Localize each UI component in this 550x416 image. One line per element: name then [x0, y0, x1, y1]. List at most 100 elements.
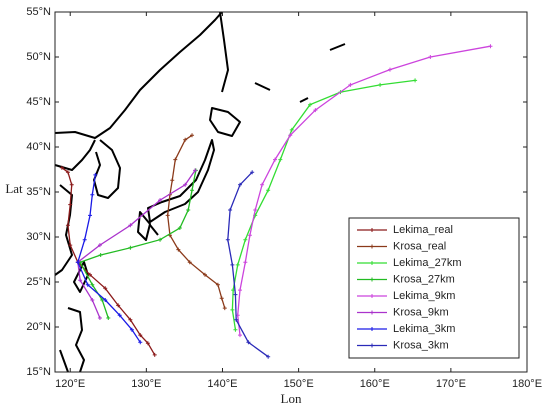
track-point: [152, 352, 157, 357]
track-point: [278, 157, 283, 162]
track-point: [193, 168, 198, 173]
legend-marker: [370, 277, 374, 282]
track-point: [165, 213, 170, 218]
track-point: [103, 286, 108, 291]
track: [75, 172, 143, 345]
coastline: [219, 11, 229, 93]
track-point: [170, 178, 175, 183]
y-tick-label: 15°N: [26, 366, 51, 378]
track-point: [348, 82, 353, 87]
track-point: [234, 317, 239, 322]
track-point: [116, 303, 121, 308]
track-point: [308, 102, 313, 107]
track-point: [106, 316, 111, 320]
legend-marker: [370, 327, 374, 331]
track-point: [128, 317, 133, 322]
track: [225, 170, 271, 359]
track-line: [77, 174, 141, 343]
track-point: [202, 272, 207, 277]
coastline: [149, 43, 346, 236]
track-point: [69, 182, 74, 187]
track-point: [85, 282, 90, 287]
legend-label: Krosa_3km: [393, 339, 449, 351]
x-tick-label: 140°E: [207, 378, 237, 390]
legend-marker: [370, 310, 374, 315]
track-point: [237, 182, 242, 187]
track-point: [488, 44, 493, 49]
legend-label: Lekima_3km: [393, 323, 455, 335]
y-tick-label: 35°N: [26, 186, 51, 198]
track-point: [387, 67, 392, 72]
track-point: [260, 182, 265, 187]
track-point: [68, 202, 73, 207]
track-point: [98, 253, 103, 257]
track-point: [289, 127, 294, 132]
legend-marker: [370, 343, 374, 348]
y-tick-label: 30°N: [26, 231, 51, 243]
track-point: [177, 226, 182, 230]
y-tick-label: 25°N: [26, 276, 51, 288]
track-point: [246, 340, 251, 345]
coastline: [147, 139, 215, 223]
track-point: [233, 327, 238, 332]
x-tick-label: 160°E: [360, 378, 390, 390]
track-point: [225, 237, 230, 242]
coastline: [137, 211, 151, 241]
track-point: [88, 272, 93, 277]
track-point: [313, 108, 318, 113]
track-point: [59, 165, 64, 170]
y-tick-label: 40°N: [26, 141, 51, 153]
track-point: [266, 188, 271, 193]
track-point: [215, 282, 220, 287]
legend-label: Lekima_real: [393, 224, 453, 236]
track-point: [176, 247, 181, 252]
legend-marker: [370, 244, 374, 249]
track: [78, 168, 198, 320]
track-point: [237, 288, 242, 293]
track-point: [93, 172, 98, 177]
coastline: [54, 11, 223, 139]
legend-box: [348, 217, 520, 359]
legend-label: Krosa_real: [393, 240, 446, 252]
track-point: [219, 296, 224, 301]
track-point: [82, 237, 87, 242]
track: [235, 44, 493, 338]
track-point: [138, 340, 143, 345]
track-point: [158, 198, 163, 203]
y-tick-label: 20°N: [26, 321, 51, 333]
legend-label: Lekima_9km: [393, 290, 455, 302]
track-point: [68, 243, 73, 248]
track-point: [90, 298, 95, 302]
track-point: [253, 208, 258, 212]
track-point: [138, 333, 143, 338]
legend-marker: [370, 228, 374, 232]
coastline: [54, 184, 73, 276]
track-point: [190, 188, 195, 193]
legend-label: Krosa_27km: [393, 273, 455, 285]
x-tick-label: 170°E: [436, 378, 466, 390]
track-point: [237, 333, 242, 338]
track-point: [413, 78, 418, 83]
track-point: [183, 137, 188, 142]
track-point: [90, 192, 95, 197]
track-point: [75, 260, 80, 265]
track-point: [250, 170, 255, 175]
coastline: [93, 139, 121, 199]
y-tick-label: 50°N: [26, 51, 51, 63]
x-tick-label: 120°E: [55, 378, 85, 390]
track-point: [65, 223, 70, 228]
track-point: [243, 260, 248, 265]
track-point: [288, 133, 293, 138]
track-point: [235, 262, 240, 267]
track-point: [230, 307, 235, 312]
track-point: [103, 298, 108, 302]
track-point: [78, 278, 83, 283]
track-point: [378, 82, 383, 87]
track-point: [97, 243, 102, 248]
track-point: [266, 354, 271, 359]
track-point: [228, 208, 233, 212]
track-point: [128, 245, 133, 250]
track-point: [90, 282, 95, 287]
legend-label: Krosa_9km: [393, 306, 449, 318]
track-point: [428, 55, 433, 59]
